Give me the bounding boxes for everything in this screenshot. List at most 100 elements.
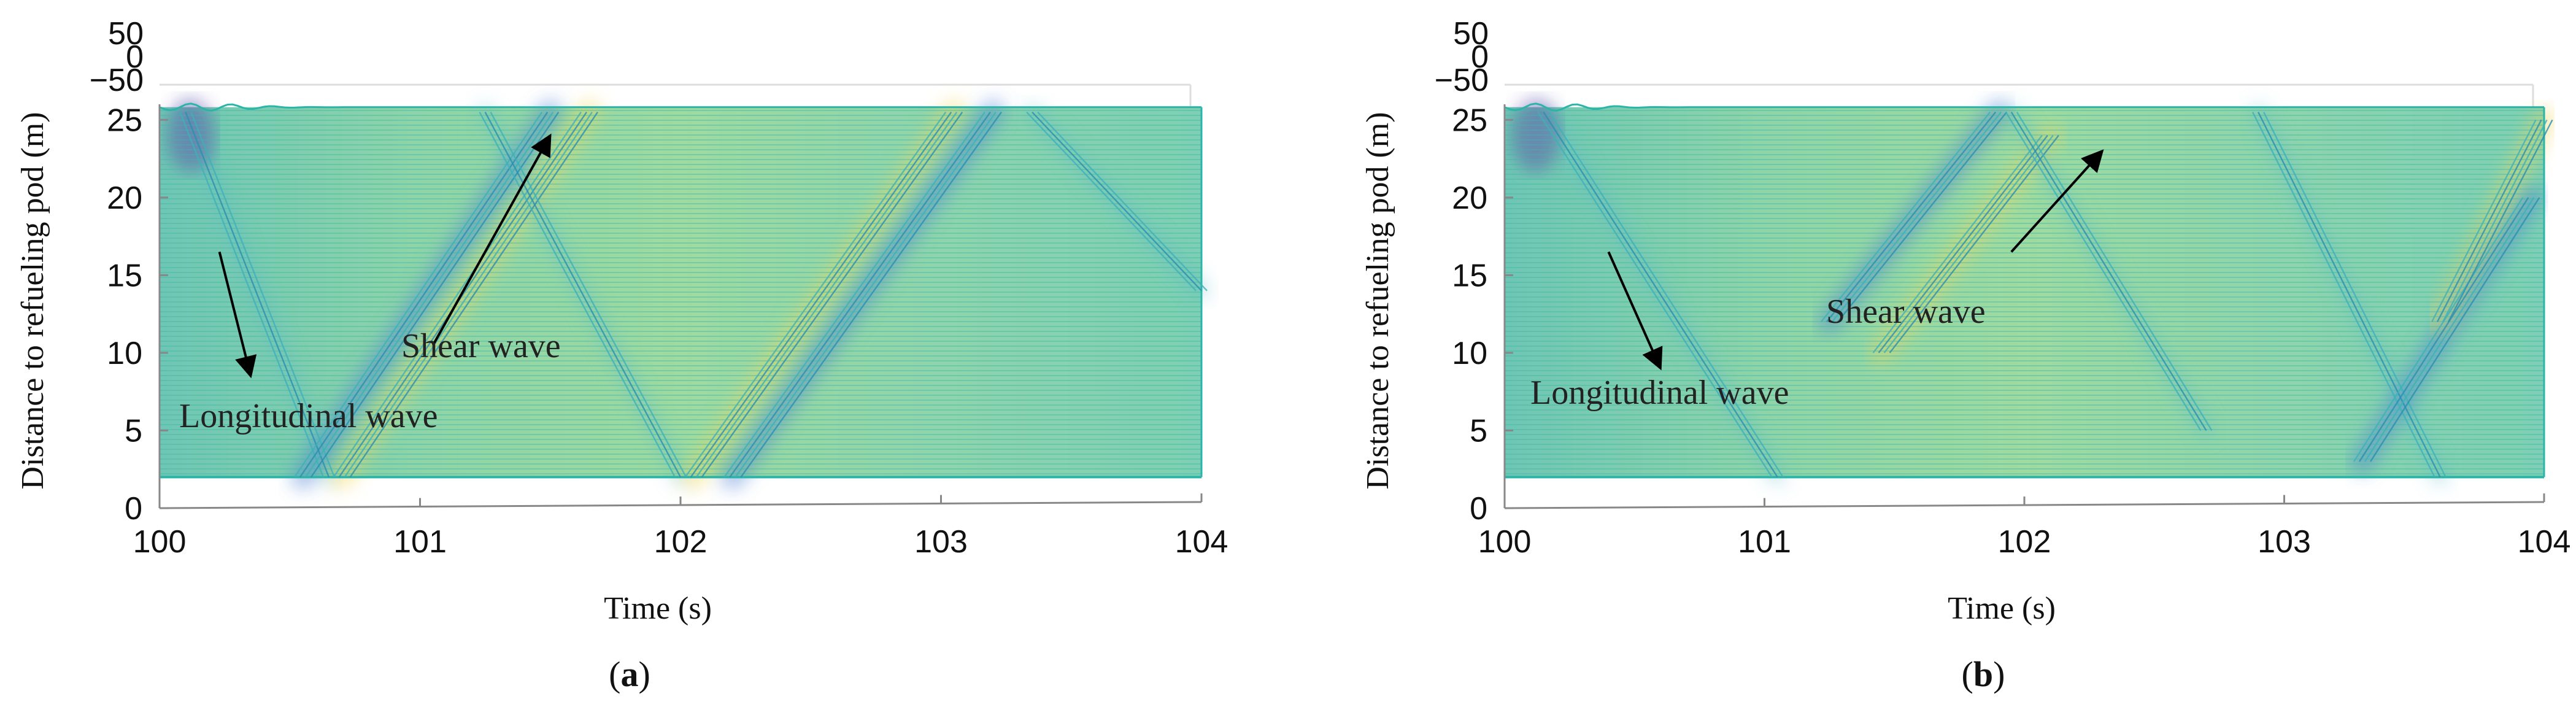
wavefront-longitudinal-down-3 (1037, 111, 1208, 292)
wavefront-longitudinal-down-3 (1032, 111, 1202, 292)
wavefront-shear-up-1 (1826, 111, 1997, 323)
y-tick-label: 20 (107, 180, 142, 216)
wavefront-shear-up-4 (735, 111, 997, 478)
z-tick-label: −50 (1435, 63, 1489, 98)
wavefront-longitudinal-down-1 (179, 112, 325, 477)
y-axis: 0 5 10 15 20 25 Distance to refueling pod (m) (15, 102, 168, 527)
x-tick-label: 100 (133, 524, 187, 560)
y-axis: 0 5 10 15 20 25 Distance to refueling pod (m) (1360, 102, 1513, 527)
wavefront-longitudinal-down-2 (479, 112, 676, 477)
wavefront-shear-up-3 (701, 111, 963, 478)
wavefront-shear-up-1 (1837, 111, 2008, 323)
waterfall-surface (1503, 98, 2556, 485)
x-tick-label: 101 (1738, 524, 1791, 560)
x-tick-label: 103 (2258, 524, 2311, 560)
annotation-longitudinal-wave: Longitudinal wave (1530, 374, 1789, 412)
x-tick-label: 100 (1478, 524, 1532, 560)
z-axis-ticks: 50 0 −50 (1435, 16, 1489, 98)
y-tick-label: 0 (1470, 491, 1487, 527)
z-axis-ticks: 50 0 −50 (90, 16, 144, 98)
annotation-longitudinal-wave: Longitudinal wave (179, 397, 438, 435)
wavefront-shear-up-3 (2359, 197, 2529, 462)
wavefront-shear-up-4 (2431, 119, 2537, 322)
y-tick-label: 10 (107, 336, 142, 371)
surface-top-edge (1504, 102, 2544, 112)
x-tick-label: 103 (914, 524, 968, 560)
annotation-arrow (2010, 149, 2104, 253)
wavefront-shear-up-4 (740, 111, 1002, 478)
wavefront-longitudinal-down-1 (190, 112, 336, 477)
wavefront-longitudinal-down-3 (2263, 112, 2447, 477)
wavefront-shear-up-1 (1820, 111, 1991, 323)
z-tick-label: 0 (126, 39, 144, 75)
x-axis-label: Time (s) (1948, 591, 2056, 626)
annotation-arrow (1607, 251, 1663, 371)
wavefront-shear-up-3 (2364, 197, 2535, 462)
trace-lines (1505, 107, 2544, 477)
wavefront-shear-up-2 (1889, 134, 2059, 354)
wavefront-shear-up-4 (2437, 119, 2542, 322)
wavefront-shear-up-1 (293, 111, 543, 478)
annotations: Shear wave Longitudinal wave (1530, 293, 1986, 412)
z-tick-label: 50 (1453, 16, 1489, 52)
wavefront-shear-up-1 (1831, 111, 2002, 323)
panel-letter: b (1973, 654, 1993, 694)
x-tick-label: 102 (654, 524, 708, 560)
wavefront-longitudinal-down-2 (490, 112, 687, 477)
annotation-shear-wave: Shear wave (1826, 293, 1986, 331)
wavefront-shear-up-4 (2448, 119, 2553, 322)
panel-label: (b) (1962, 654, 2005, 694)
y-axis-label: Distance to refueling pod (m) (15, 112, 50, 489)
wavefront-longitudinal-down-1 (185, 112, 330, 477)
x-tick-label: 102 (1998, 524, 2051, 560)
annotation-arrow (431, 133, 552, 346)
x-tick-label: 101 (393, 524, 447, 560)
y-tick-label: 10 (1452, 336, 1487, 371)
wavefront-longitudinal-down-2 (2016, 112, 2213, 431)
y-tick-label: 25 (107, 102, 142, 138)
wavefront-longitudinal-down-1 (1548, 112, 1784, 478)
x-tick-label: 104 (1175, 524, 1228, 560)
z-tick-label: 0 (1471, 39, 1489, 75)
x-axis: 100 101 102 103 104 Time (s) (1478, 493, 2571, 626)
y-tick-label: 5 (1470, 413, 1487, 449)
wavefront-shear-up-2 (333, 111, 582, 478)
wavefront-longitudinal-down-1 (1537, 112, 1773, 478)
y-tick-label: 0 (125, 491, 142, 527)
wavefront-shear-up-2 (338, 111, 587, 478)
wavefront-layer (179, 111, 1208, 478)
z-tick-label: 50 (108, 16, 144, 52)
surface-top-edge (159, 102, 1201, 112)
annotations: Shear wave Longitudinal wave (179, 327, 561, 435)
y-tick-label: 5 (125, 413, 142, 449)
wavefront-shear-up-2 (1872, 134, 2043, 354)
wavefront-shear-up-4 (723, 111, 985, 478)
wavefront-shear-up-2 (349, 111, 598, 478)
wavefront-layer (1537, 111, 2553, 478)
wavefront-shear-up-4 (729, 111, 991, 478)
y-tick-label: 20 (1452, 180, 1487, 216)
wavefront-shear-up-4 (2442, 119, 2548, 322)
wavefront-shear-up-3 (2353, 197, 2524, 462)
panel-a: 50 0 −50 0 5 10 15 20 25 Distance to refuelin… (15, 16, 1228, 694)
panel-label: (a) (609, 654, 650, 694)
y-tick-label: 15 (1452, 258, 1487, 293)
y-tick-label: 15 (107, 258, 142, 293)
wavefront-shear-up-1 (299, 111, 549, 478)
wavefront-longitudinal-down-1 (1543, 112, 1778, 478)
z-tick-label: −50 (90, 63, 144, 98)
wavefront-longitudinal-down-3 (2252, 112, 2435, 477)
x-tick-label: 104 (2518, 524, 2571, 560)
wavefront-longitudinal-down-3 (2258, 112, 2441, 477)
wavefront-shear-up-3 (684, 111, 947, 478)
wavefront-shear-up-3 (2370, 197, 2540, 462)
wavefront-shear-up-2 (344, 111, 593, 478)
wavefront-shear-up-3 (695, 111, 958, 478)
y-axis-label: Distance to refueling pod (m) (1360, 112, 1395, 489)
x-axis: 100 101 102 103 104 Time (s) (133, 493, 1228, 626)
wavefront-shear-up-2 (1883, 134, 2054, 354)
x-axis-label: Time (s) (604, 591, 712, 626)
panel-letter: a (621, 654, 639, 694)
wavefront-longitudinal-down-2 (484, 112, 682, 477)
wavefront-longitudinal-down-2 (2010, 112, 2207, 431)
